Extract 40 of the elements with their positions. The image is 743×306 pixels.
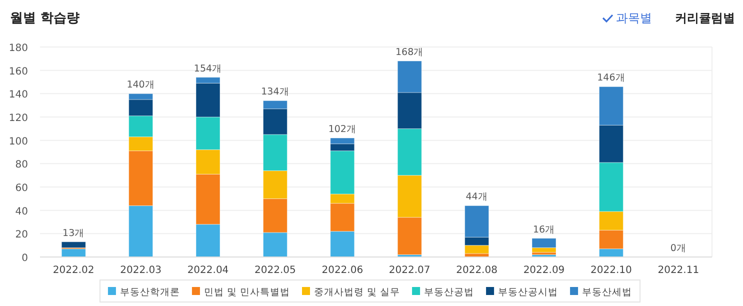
y-tick-label: 180	[8, 43, 28, 54]
x-tick-label: 2022.05	[254, 265, 296, 276]
y-tick-label: 40	[15, 206, 28, 218]
y-tick-label: 100	[8, 136, 28, 148]
total-label: 102개	[328, 124, 356, 135]
y-tick-label: 20	[15, 230, 28, 241]
total-label: 140개	[126, 80, 155, 91]
x-tick-label: 2022.02	[52, 265, 94, 276]
legend-label: 부동산세법	[582, 287, 632, 298]
x-tick-label: 2022.09	[523, 265, 565, 276]
x-tick-label: 2022.11	[658, 265, 700, 276]
x-tick-label: 2022.10	[590, 265, 632, 276]
x-tick-label: 2022.04	[187, 265, 229, 276]
legend-label: 중개사법령 및 실무	[314, 287, 400, 298]
x-tick-label: 2022.08	[456, 265, 498, 276]
total-label: 44개	[466, 192, 488, 203]
bar	[532, 252, 556, 255]
text: 과목별	[616, 11, 652, 25]
text: 커리큘럼별	[675, 11, 735, 25]
total-label: 13개	[62, 228, 85, 239]
total-label: 154개	[194, 63, 222, 74]
total-label: 146개	[597, 72, 626, 84]
total-label: 168개	[396, 47, 424, 58]
y-tick-label: 160	[8, 66, 28, 78]
x-tick-label: 2022.06	[322, 265, 364, 276]
x-tick-label: 2022.07	[388, 265, 430, 276]
total-label: 0개	[670, 243, 686, 254]
legend-label: 부동산공시법	[498, 287, 558, 298]
y-tick-label: 0	[22, 253, 28, 264]
total-label: 16개	[532, 224, 556, 236]
chart-title: 월별 학습량	[10, 11, 80, 26]
legend-label: 부동산학개론	[120, 287, 180, 298]
total-label: 134개	[261, 86, 290, 98]
y-tick-label: 60	[15, 183, 28, 194]
y-tick-label: 120	[8, 113, 28, 124]
x-tick-label: 2022.03	[120, 265, 162, 276]
y-tick-label: 80	[15, 160, 28, 171]
legend-label: 부동산공법	[424, 287, 474, 298]
legend-label: 민법 및 민사특별법	[204, 287, 290, 298]
y-tick-label: 140	[8, 90, 28, 101]
